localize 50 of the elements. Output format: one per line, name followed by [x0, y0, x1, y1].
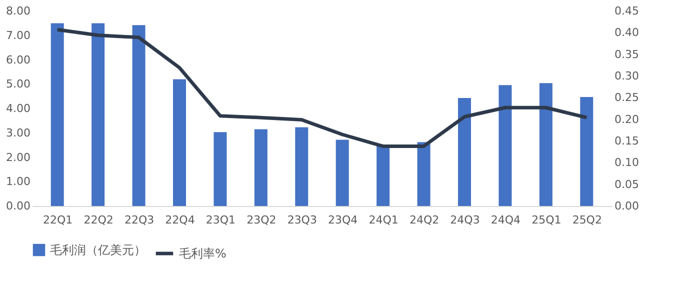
x-tick-label: 23Q1: [206, 214, 236, 226]
y2-tick-label: 0.10: [614, 156, 639, 170]
bar: [254, 129, 268, 206]
y2-tick-label: 0.20: [614, 112, 639, 126]
y-tick-label: 0.00: [6, 200, 30, 212]
line-series: [56, 28, 588, 148]
bar: [92, 23, 105, 206]
y-tick-label: 6.00: [6, 53, 30, 66]
x-tick-label: 24Q4: [490, 214, 521, 226]
y2-tick-label: 0.30: [614, 70, 639, 82]
bar: [336, 140, 349, 206]
bar: [376, 146, 390, 206]
x-tick-label: 25Q1: [532, 214, 562, 226]
bar: [295, 127, 308, 206]
bar: [214, 132, 227, 206]
x-tick-label: 25Q2: [572, 214, 602, 226]
x-tick-label: 22Q2: [84, 214, 114, 226]
y-tick-label: 1.00: [6, 175, 30, 188]
bar: [173, 79, 186, 206]
x-tick-label: 24Q2: [409, 214, 440, 226]
y2-tick-label: 0.45: [614, 4, 639, 18]
x-tick-label: 22Q3: [124, 214, 154, 226]
x-tick-label: 23Q4: [328, 214, 358, 226]
y2-tick-label: 0.05: [614, 178, 639, 191]
bar: [50, 23, 64, 206]
y2-tick-label: 0.40: [614, 26, 639, 40]
bar: [539, 83, 552, 206]
x-tick-label: 24Q1: [368, 214, 398, 226]
bar: [498, 85, 512, 206]
legend-label: 毛利润（亿美元）: [50, 243, 146, 257]
y-tick-label: 4.00: [6, 102, 30, 115]
x-tick-label: 22Q4: [165, 214, 195, 226]
bar: [132, 25, 146, 206]
y2-tick-label: 0.35: [614, 48, 639, 61]
y-tick-label: 3.00: [6, 126, 30, 140]
bar: [580, 97, 594, 206]
x-tick-label: 22Q1: [43, 214, 73, 226]
x-tick-label: 23Q3: [287, 214, 317, 226]
x-tick-label: 24Q3: [450, 214, 480, 226]
x-tick-label: 23Q2: [246, 214, 276, 226]
legend-label: 毛利率%: [179, 246, 226, 260]
y-tick-label: 5.00: [6, 78, 30, 91]
bar: [458, 98, 471, 206]
y2-tick-label: 0.00: [614, 200, 639, 212]
y2-tick-label: 0.25: [614, 91, 639, 104]
y-tick-label: 7.00: [6, 28, 30, 42]
y-tick-label: 8.00: [6, 4, 30, 18]
bar: [417, 142, 430, 206]
y-tick-label: 2.00: [6, 150, 30, 164]
y2-tick-label: 0.15: [614, 134, 639, 148]
